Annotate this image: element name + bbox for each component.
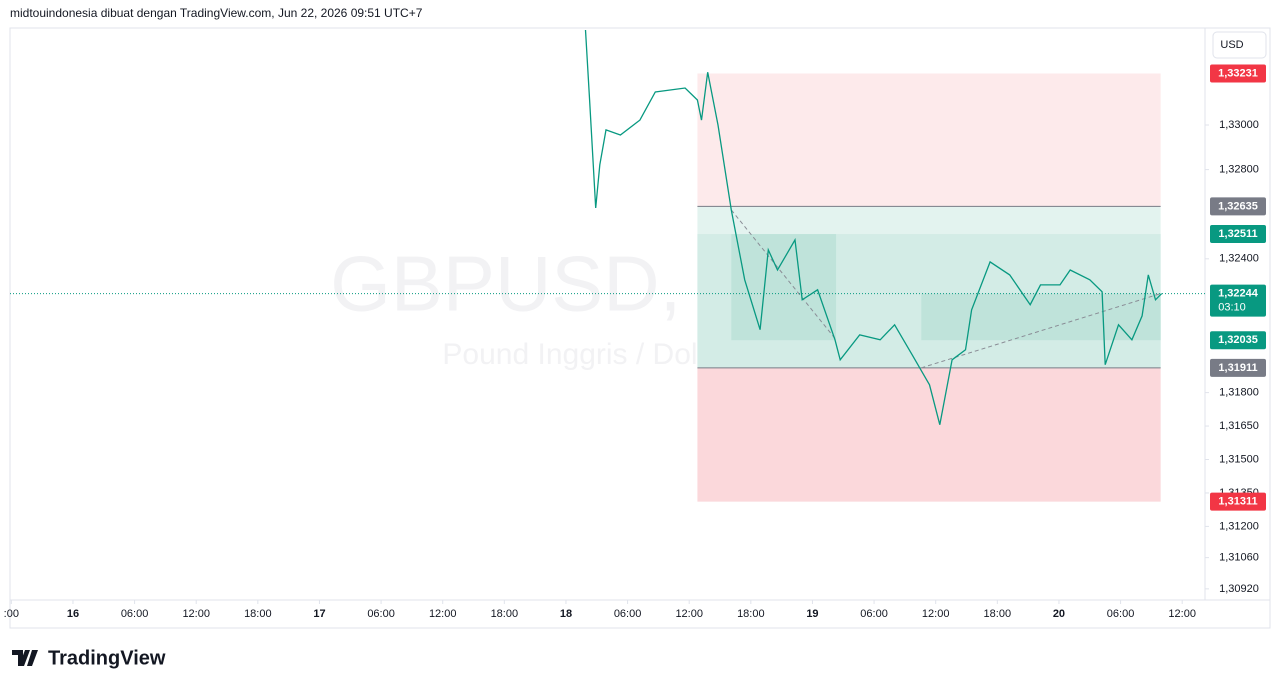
position-zone bbox=[697, 73, 1161, 207]
price-tag-label: 1,32035 bbox=[1218, 334, 1258, 346]
y-tick-label: 1,32400 bbox=[1219, 253, 1259, 265]
x-tick-label: 06:00 bbox=[614, 608, 642, 620]
price-tag bbox=[1210, 225, 1266, 244]
price-line bbox=[584, 29, 1163, 425]
price-tag bbox=[1210, 197, 1266, 216]
x-tick-label: 12:00 bbox=[182, 608, 210, 620]
y-tick-label: 1,30920 bbox=[1219, 583, 1259, 595]
position-zone bbox=[731, 234, 837, 341]
price-tag-label: 1,33231 bbox=[1218, 67, 1258, 79]
header-text: midtouindonesia dibuat dengan TradingVie… bbox=[10, 6, 423, 20]
y-tick-label: 1,31650 bbox=[1219, 420, 1259, 432]
price-tag-label: 1,32511 bbox=[1218, 228, 1257, 240]
price-tag bbox=[1210, 358, 1266, 377]
position-zone bbox=[921, 293, 1161, 341]
currency[interactable]: USD bbox=[1220, 39, 1243, 51]
y-tick-label: 1,32800 bbox=[1219, 164, 1259, 176]
x-tick-label: 20 bbox=[1053, 608, 1065, 620]
x-tick-label: 18:00 bbox=[737, 608, 765, 620]
x-tick-label: 18:00 bbox=[244, 608, 272, 620]
position-zone bbox=[697, 367, 1161, 502]
y-tick-label: 1,31800 bbox=[1219, 387, 1259, 399]
x-tick-label: 16 bbox=[67, 608, 79, 620]
price-tag bbox=[1210, 331, 1266, 350]
x-tick-label: 06:00 bbox=[1107, 608, 1135, 620]
x-tick-label: 18:00 bbox=[984, 608, 1012, 620]
price-tag-label: 1,31911 bbox=[1218, 362, 1257, 374]
price-tag-countdown: 03:10 bbox=[1218, 302, 1246, 314]
x-tick-label: 12:00 bbox=[1168, 608, 1196, 620]
x-tick-label: 06:00 bbox=[860, 608, 888, 620]
price-tag bbox=[1210, 492, 1266, 511]
x-tick-label: 18 bbox=[560, 608, 572, 620]
price-tag bbox=[1210, 64, 1266, 83]
x-tick-label: 17 bbox=[313, 608, 325, 620]
logo-text: TradingView bbox=[48, 647, 166, 669]
price-tag-label: 1,31311 bbox=[1218, 496, 1257, 508]
currency-button[interactable] bbox=[1212, 31, 1267, 59]
x-tick-label: 12:00 bbox=[675, 608, 703, 620]
x-tick-label: :00 bbox=[4, 608, 19, 620]
x-tick-label: 06:00 bbox=[121, 608, 149, 620]
x-tick-label: 19 bbox=[806, 608, 818, 620]
price-tag-label: 1,32635 bbox=[1218, 200, 1258, 212]
x-tick-label: 12:00 bbox=[922, 608, 950, 620]
x-tick-label: 18:00 bbox=[491, 608, 519, 620]
price-tag bbox=[1210, 284, 1266, 317]
y-tick-label: 1,31060 bbox=[1219, 552, 1259, 564]
tv-logo: TradingView bbox=[12, 647, 166, 669]
y-tick-label: 1,31200 bbox=[1219, 520, 1259, 532]
chart-frame bbox=[9, 27, 1271, 629]
x-tick-label: 12:00 bbox=[429, 608, 457, 620]
x-tick-label: 06:00 bbox=[367, 608, 395, 620]
y-tick-label: 1,33000 bbox=[1219, 119, 1259, 131]
y-tick-label: 1,31500 bbox=[1219, 453, 1259, 465]
price-tag-label: 1,32244 bbox=[1218, 288, 1259, 300]
